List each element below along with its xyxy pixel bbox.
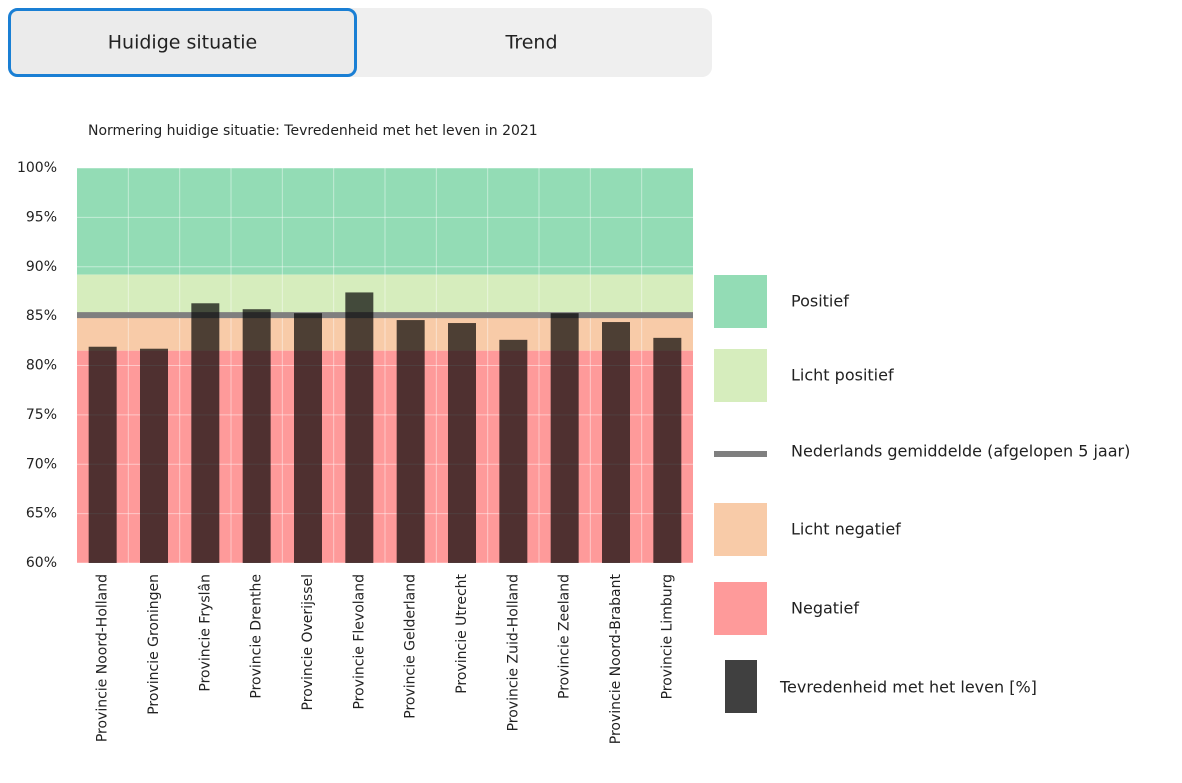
band [77,350,693,563]
legend-swatch [714,349,767,402]
x-tick-label: Provincie Fryslân [197,574,213,692]
x-tick-label: Provincie Limburg [659,574,675,699]
tab-active [8,8,357,77]
legend-label: Licht positief [791,366,894,385]
tab[interactable]: Huidige situatie [108,32,257,54]
band [77,274,693,316]
x-tick-label: Provincie Overijssel [300,574,316,710]
y-tick-label: 90% [26,259,57,275]
bar [653,337,682,563]
y-tick-label: 100% [17,160,57,176]
x-tick-label: Provincie Flevoland [351,574,367,710]
bar [88,346,117,563]
bar [345,292,374,563]
legend-swatch [725,660,757,713]
x-tick-label: Provincie Gelderland [403,574,419,719]
band [77,315,693,351]
bar [550,313,579,563]
y-tick-label: 65% [26,506,57,522]
y-tick-label: 70% [26,456,57,472]
x-tick-label: Provincie Zeeland [557,574,573,699]
bar [191,303,220,563]
bar [499,339,528,563]
y-tick-label: 95% [26,209,57,225]
y-tick-label: 80% [26,358,57,374]
x-tick-label: Provincie Noord-Brabant [608,573,624,744]
y-tick-label: 85% [26,308,57,324]
legend-swatch [714,275,767,328]
tab[interactable]: Trend [505,32,558,54]
chart-title: Normering huidige situatie: Tevredenheid… [88,123,538,139]
x-tick-label: Provincie Zuid-Holland [505,574,521,731]
legend-swatch [714,582,767,635]
band [77,168,693,275]
bar [140,348,168,563]
legend-label: Positief [791,292,849,311]
x-tick-label: Provincie Utrecht [454,573,470,693]
bar [602,322,630,563]
x-tick-label: Provincie Groningen [146,574,162,715]
legend-label: Licht negatief [791,520,901,539]
bar [242,309,271,563]
legend-label: Negatief [791,599,859,618]
bar [448,323,476,563]
y-tick-label: 60% [26,555,57,571]
legend-label: Tevredenheid met het leven [%] [779,678,1037,697]
x-tick-label: Provincie Drenthe [249,574,265,699]
legend-label: Nederlands gemiddelde (afgelopen 5 jaar) [791,442,1130,461]
bar [294,313,322,563]
x-tick-label: Provincie Noord-Holland [95,574,111,742]
legend-swatch [714,503,767,556]
y-tick-label: 75% [26,407,57,423]
bar [396,320,425,563]
